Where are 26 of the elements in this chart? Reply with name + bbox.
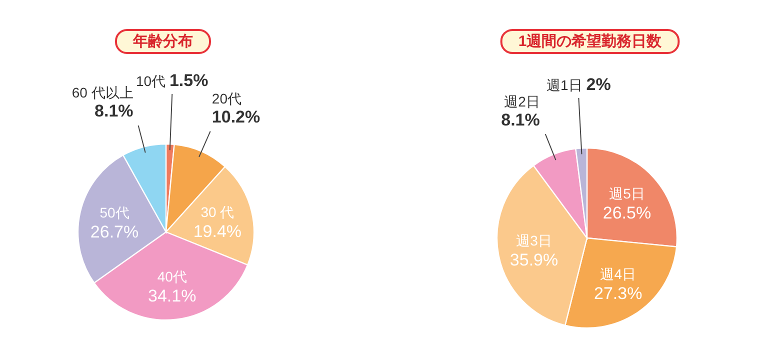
slice-label: 週1日 [546, 77, 586, 93]
slice-label: 週2日 [504, 93, 540, 110]
data-label: 35.9% [510, 250, 558, 270]
slice-label: 50代 [100, 204, 130, 220]
slice-label: 週4日 [600, 266, 636, 282]
slice-label: 40代 [157, 268, 187, 284]
data-label: 10.2% [212, 108, 260, 127]
title: 1週間の希望勤務日数 [500, 29, 680, 54]
data-label: 8.1% [94, 102, 134, 121]
chart-title: 年齢分布 [132, 33, 193, 50]
data-label: 19.4% [193, 222, 242, 242]
data-label: 34.1% [148, 286, 196, 306]
slice-label: 60 代以上 [72, 84, 134, 101]
data-label: 8.1% [501, 110, 540, 130]
slice-label: 20代 [212, 90, 242, 107]
slice-label: 週5日 [609, 186, 645, 202]
title: 年齢分布 [115, 29, 211, 54]
slice-label: 10代 [136, 73, 170, 89]
data-label: 26.7% [90, 222, 139, 242]
data-label: 27.3% [594, 284, 642, 304]
data-label: 1.5% [169, 71, 208, 90]
data-label: 2% [586, 75, 611, 94]
data-label: 26.5% [602, 204, 652, 223]
slice-label: 30 代 [200, 204, 234, 220]
chart-title: 1週間の希望勤務日数 [518, 32, 663, 50]
slice-label: 週3日 [516, 232, 552, 248]
